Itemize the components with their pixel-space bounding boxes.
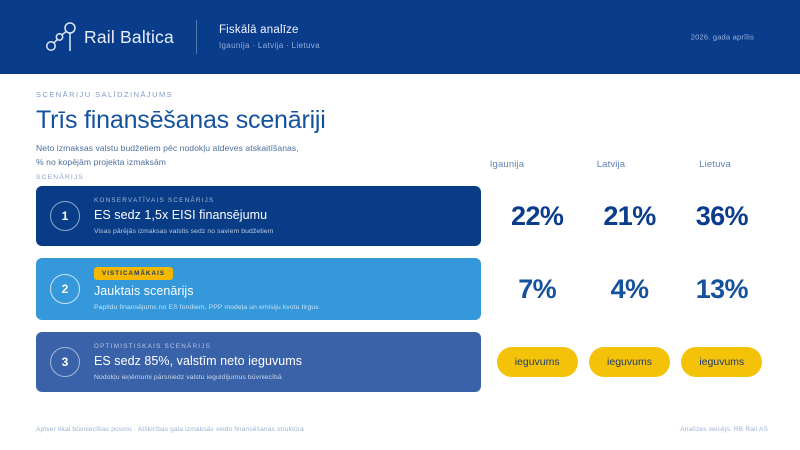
- scenario-title: ES sedz 1,5x EISI finansējumu: [94, 208, 268, 222]
- value-cell-estonia: 7%: [491, 274, 583, 305]
- scenario-values: ieguvums ieguvums ieguvums: [491, 347, 768, 377]
- table-row: 3 OPTIMISTISKAIS SCENĀRIJS ES sedz 85%, …: [36, 332, 768, 392]
- scenario-number-badge: 3: [50, 347, 80, 377]
- value-cell-latvia: 21%: [583, 201, 675, 232]
- header-title-group: Fiskālā analīze Igaunija · Latvija · Lie…: [219, 24, 320, 50]
- page-footer: Aptver tikai būvniecības posmu · Atšķirī…: [36, 426, 768, 433]
- value-estonia: 7%: [518, 273, 557, 304]
- scenario-title: Jauktais scenārijs: [94, 284, 194, 298]
- benefit-pill-latvia: ieguvums: [589, 347, 670, 377]
- value-cell-latvia: ieguvums: [583, 347, 675, 377]
- scenario-kicker: OPTIMISTISKAIS SCENĀRIJS: [94, 343, 212, 350]
- value-latvia: 4%: [610, 273, 649, 304]
- scenario-values: 22% 21% 36%: [491, 201, 768, 232]
- scenario-description: Papildu finansējums no ES fondiem, PPP m…: [94, 304, 319, 311]
- scenario-number-badge: 1: [50, 201, 80, 231]
- most-likely-badge: VISTICAMĀKAIS: [94, 267, 174, 280]
- scenario-column-label: SCENĀRIJS: [36, 174, 85, 182]
- country-column-headers: Igaunija Latvija Lietuva: [455, 159, 767, 170]
- header-date: 2026. gada aprīlis: [690, 32, 754, 42]
- page-header: Rail Baltica Fiskālā analīze Igaunija · …: [0, 0, 800, 74]
- scenario-card-text: OPTIMISTISKAIS SCENĀRIJS ES sedz 85%, va…: [94, 343, 302, 381]
- scenario-card-1[interactable]: 1 KONSERVATĪVAIS SCENĀRIJS ES sedz 1,5x …: [36, 186, 481, 246]
- header-subtitle: Igaunija · Latvija · Lietuva: [218, 41, 320, 50]
- value-lithuania: 36%: [695, 200, 749, 231]
- brand-logo-text: Rail Baltica: [84, 26, 174, 47]
- page-title: Trīs finansēšanas scenāriji: [36, 106, 326, 134]
- scenario-card-2[interactable]: 2 VISTICAMĀKAIS Jauktais scenārijs Papil…: [36, 258, 481, 320]
- value-lithuania: 13%: [695, 273, 749, 304]
- brand-logo: Rail Baltica: [46, 21, 174, 53]
- value-cell-lithuania: ieguvums: [676, 347, 768, 377]
- page-lede: Neto izmaksas valstu budžetiem pēc nodok…: [36, 142, 456, 170]
- footer-credit: Analīzes veicējs: RB Rail AS: [680, 426, 768, 433]
- scenario-number-badge: 2: [50, 274, 80, 304]
- value-cell-latvia: 4%: [583, 274, 675, 305]
- value-estonia: 22%: [511, 200, 564, 231]
- scenario-card-3[interactable]: 3 OPTIMISTISKAIS SCENĀRIJS ES sedz 85%, …: [36, 332, 481, 392]
- column-header-lithuania: Lietuva: [699, 159, 731, 170]
- page-lede-line1: Neto izmaksas valstu budžetiem pēc nodok…: [36, 143, 299, 154]
- header-title: Fiskālā analīze: [218, 24, 299, 36]
- scenario-kicker: KONSERVATĪVAIS SCENĀRIJS: [94, 197, 215, 204]
- column-header-estonia: Igaunija: [489, 159, 525, 170]
- table-row: 2 VISTICAMĀKAIS Jauktais scenārijs Papil…: [36, 258, 768, 320]
- value-cell-lithuania: 13%: [676, 274, 768, 305]
- value-latvia: 21%: [603, 200, 656, 231]
- scenario-card-text: VISTICAMĀKAIS Jauktais scenārijs Papildu…: [94, 267, 319, 311]
- scenario-card-text: KONSERVATĪVAIS SCENĀRIJS ES sedz 1,5x EI…: [94, 197, 274, 235]
- scenario-values: 7% 4% 13%: [491, 274, 768, 305]
- eyebrow-label: SCENĀRIJU SALĪDZINĀJUMS: [36, 90, 174, 99]
- page-lede-line2: % no kopējām projekta izmaksām: [36, 157, 166, 168]
- scenario-title: ES sedz 85%, valstīm neto ieguvums: [94, 354, 303, 368]
- table-row: 1 KONSERVATĪVAIS SCENĀRIJS ES sedz 1,5x …: [36, 186, 768, 246]
- intro-block: SCENĀRIJU SALĪDZINĀJUMS Trīs finansēšana…: [36, 90, 456, 181]
- value-cell-estonia: ieguvums: [491, 347, 583, 377]
- header-divider: [195, 20, 197, 54]
- scenario-rows: 1 KONSERVATĪVAIS SCENĀRIJS ES sedz 1,5x …: [36, 186, 768, 392]
- value-cell-lithuania: 36%: [676, 201, 768, 232]
- rail-baltica-nodes-logo-icon: [46, 21, 80, 53]
- benefit-pill-estonia: ieguvums: [496, 347, 578, 377]
- column-header-latvia: Latvija: [596, 159, 626, 170]
- scenario-description: Visas pārējās izmaksas valstis sedz no s…: [94, 228, 274, 235]
- value-cell-estonia: 22%: [491, 201, 583, 232]
- benefit-pill-lithuania: ieguvums: [681, 347, 763, 377]
- scenario-description: Nodokļu ieņēmumi pārsniedz valstu ieguld…: [94, 374, 282, 381]
- footer-note: Aptver tikai būvniecības posmu · Atšķirī…: [36, 426, 304, 433]
